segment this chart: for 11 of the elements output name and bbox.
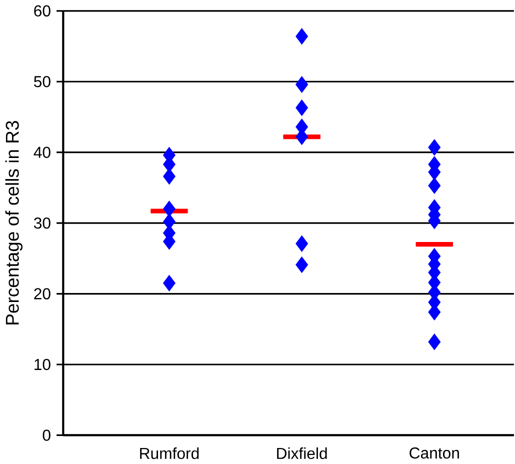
y-tick-label: 10 xyxy=(34,358,50,370)
y-tick-label: 0 xyxy=(42,429,50,441)
y-tick-label: 20 xyxy=(34,288,50,300)
y-tick-label: 50 xyxy=(34,76,50,88)
y-axis-title: Percentage of cells in R3 xyxy=(5,120,23,324)
x-tick-label: Dixfield xyxy=(277,447,327,459)
y-tick-label: 60 xyxy=(34,5,50,16)
y-tick-label: 40 xyxy=(34,146,50,158)
y-tick-label: 30 xyxy=(34,217,50,229)
x-tick-label: Canton xyxy=(410,447,459,458)
x-tick-label: Rumford xyxy=(140,447,199,459)
